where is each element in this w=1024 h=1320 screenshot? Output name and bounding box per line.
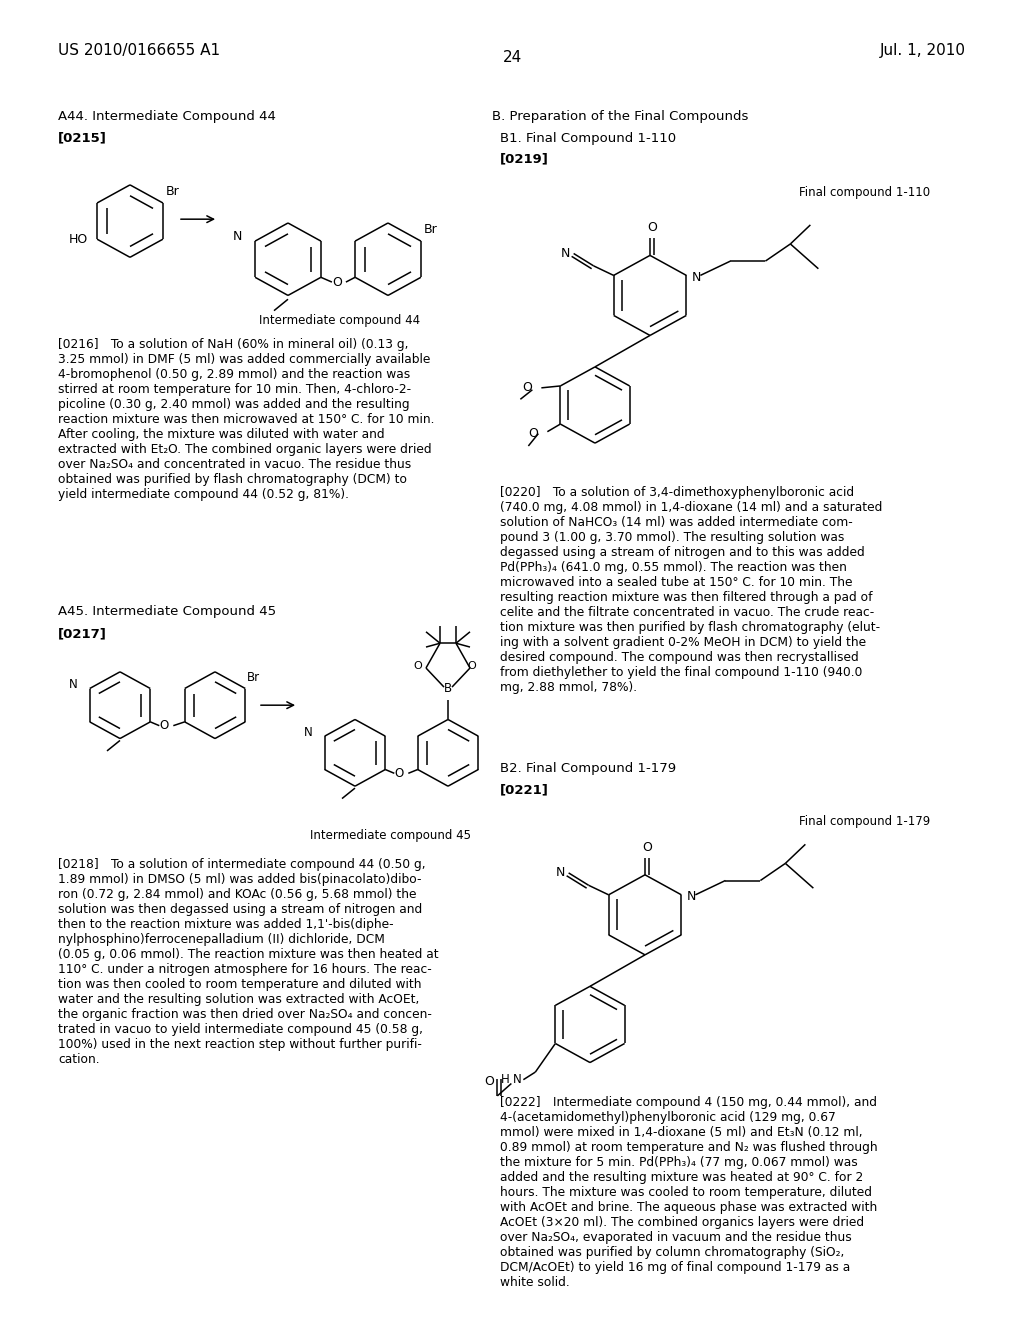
Text: O: O (647, 222, 657, 235)
Text: [0220] To a solution of 3,4-dimethoxyphenylboronic acid
(740.0 mg, 4.08 mmol) in: [0220] To a solution of 3,4-dimethoxyphe… (500, 486, 883, 694)
Text: B. Preparation of the Final Compounds: B. Preparation of the Final Compounds (492, 110, 749, 123)
Text: [0218] To a solution of intermediate compound 44 (0.50 g,
1.89 mmol) in DMSO (5 : [0218] To a solution of intermediate com… (58, 858, 438, 1065)
Text: Final compound 1-179: Final compound 1-179 (799, 814, 930, 828)
Text: Intermediate compound 45: Intermediate compound 45 (309, 829, 470, 842)
Text: A45. Intermediate Compound 45: A45. Intermediate Compound 45 (58, 605, 276, 618)
Text: [0217]: [0217] (58, 627, 106, 640)
Text: 24: 24 (503, 50, 521, 65)
Text: O: O (468, 661, 476, 671)
Text: O: O (332, 276, 342, 289)
Text: Jul. 1, 2010: Jul. 1, 2010 (880, 42, 966, 58)
Text: A44. Intermediate Compound 44: A44. Intermediate Compound 44 (58, 110, 275, 123)
Text: B: B (444, 682, 452, 696)
Text: Final compound 1-110: Final compound 1-110 (799, 186, 930, 199)
Text: Intermediate compound 44: Intermediate compound 44 (259, 314, 421, 327)
Text: [0221]: [0221] (500, 783, 549, 796)
Text: US 2010/0166655 A1: US 2010/0166655 A1 (58, 42, 220, 58)
Text: [0215]: [0215] (58, 132, 106, 144)
Text: N: N (556, 866, 565, 879)
Text: HO: HO (69, 232, 88, 246)
Text: Br: Br (248, 671, 260, 684)
Text: N: N (304, 726, 313, 739)
Text: O: O (528, 428, 539, 440)
Text: O: O (484, 1074, 495, 1088)
Text: O: O (522, 381, 532, 395)
Text: [0216] To a solution of NaH (60% in mineral oil) (0.13 g,
3.25 mmol) in DMF (5 m: [0216] To a solution of NaH (60% in mine… (58, 338, 434, 502)
Text: O: O (160, 719, 169, 733)
Text: [0222] Intermediate compound 4 (150 mg, 0.44 mmol), and
4-(acetamidomethyl)pheny: [0222] Intermediate compound 4 (150 mg, … (500, 1096, 878, 1288)
Text: O: O (414, 661, 422, 671)
Text: B2. Final Compound 1-179: B2. Final Compound 1-179 (500, 763, 676, 775)
Text: N: N (232, 230, 242, 243)
Text: N: N (691, 271, 700, 284)
Text: N: N (686, 890, 695, 903)
Text: O: O (394, 767, 403, 780)
Text: [0219]: [0219] (500, 153, 549, 165)
Text: N: N (513, 1073, 522, 1086)
Text: O: O (642, 841, 652, 854)
Text: Br: Br (166, 185, 179, 198)
Text: H: H (501, 1073, 510, 1086)
Text: N: N (561, 247, 570, 260)
Text: N: N (70, 678, 78, 692)
Text: Br: Br (424, 223, 437, 236)
Text: B1. Final Compound 1-110: B1. Final Compound 1-110 (500, 132, 676, 144)
